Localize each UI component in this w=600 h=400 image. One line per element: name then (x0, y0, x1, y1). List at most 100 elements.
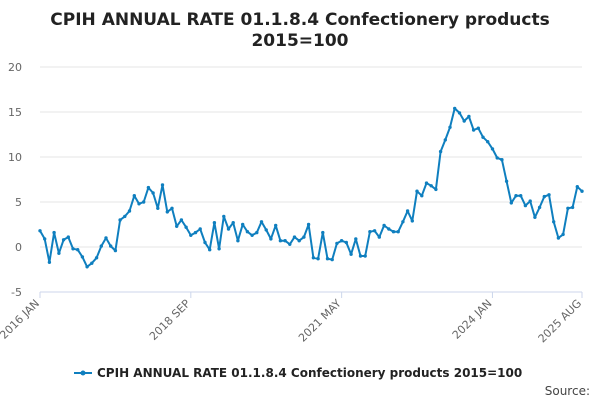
data-point[interactable] (47, 260, 52, 264)
data-point[interactable] (203, 240, 207, 245)
data-point[interactable] (533, 215, 537, 219)
data-point[interactable] (283, 239, 287, 243)
data-point[interactable] (226, 227, 231, 231)
data-point[interactable] (443, 138, 447, 142)
data-point[interactable] (52, 230, 56, 235)
data-point[interactable] (434, 187, 438, 192)
data-point[interactable] (570, 205, 575, 210)
data-point[interactable] (325, 257, 330, 261)
data-point[interactable] (146, 185, 151, 190)
data-point[interactable] (151, 191, 155, 195)
data-point[interactable] (137, 202, 141, 206)
data-point[interactable] (179, 218, 184, 222)
data-point[interactable] (420, 194, 424, 198)
data-point[interactable] (462, 119, 466, 123)
data-point[interactable] (170, 206, 174, 210)
data-point[interactable] (354, 237, 358, 241)
data-point[interactable] (306, 222, 311, 227)
data-point[interactable] (184, 225, 188, 229)
data-point[interactable] (481, 135, 485, 139)
data-point[interactable] (566, 206, 570, 210)
data-point[interactable] (160, 183, 165, 187)
data-point[interactable] (90, 261, 94, 265)
data-point[interactable] (415, 189, 419, 193)
data-point[interactable] (448, 125, 452, 129)
data-point[interactable] (217, 247, 221, 251)
data-point[interactable] (504, 179, 509, 183)
data-point[interactable] (476, 126, 480, 130)
data-point[interactable] (109, 244, 113, 248)
data-point[interactable] (292, 235, 297, 239)
data-point[interactable] (561, 232, 565, 237)
data-point[interactable] (132, 194, 136, 198)
data-point[interactable] (302, 235, 306, 239)
data-point[interactable] (250, 233, 254, 237)
data-point[interactable] (453, 106, 457, 111)
data-point[interactable] (311, 256, 316, 260)
data-point[interactable] (94, 256, 99, 260)
data-point[interactable] (71, 247, 75, 251)
data-point[interactable] (500, 158, 504, 162)
data-point[interactable] (99, 244, 104, 248)
data-point[interactable] (212, 221, 217, 225)
data-point[interactable] (377, 235, 381, 239)
data-point[interactable] (278, 239, 283, 243)
data-point[interactable] (438, 149, 443, 154)
data-point[interactable] (66, 235, 71, 239)
data-point[interactable] (330, 257, 334, 262)
data-point[interactable] (382, 223, 386, 228)
data-point[interactable] (363, 254, 367, 258)
data-point[interactable] (142, 200, 146, 204)
legend[interactable]: CPIH ANNUAL RATE 01.1.8.4 Confectionery … (74, 366, 522, 380)
data-point[interactable] (127, 209, 132, 213)
data-point[interactable] (335, 241, 339, 246)
data-point[interactable] (396, 230, 400, 234)
data-point[interactable] (410, 219, 414, 223)
data-point[interactable] (156, 206, 160, 210)
data-point[interactable] (189, 233, 193, 237)
data-point[interactable] (76, 248, 80, 252)
data-point[interactable] (61, 238, 66, 242)
data-point[interactable] (123, 214, 127, 219)
data-point[interactable] (344, 240, 348, 245)
data-point[interactable] (38, 229, 42, 233)
data-point[interactable] (547, 193, 551, 197)
data-point[interactable] (401, 220, 405, 224)
data-point[interactable] (57, 251, 61, 255)
data-point[interactable] (104, 236, 108, 240)
data-point[interactable] (165, 210, 169, 214)
data-point[interactable] (288, 242, 292, 246)
data-point[interactable] (471, 128, 476, 132)
data-point[interactable] (118, 218, 122, 222)
data-point[interactable] (264, 228, 268, 232)
data-point[interactable] (245, 230, 250, 234)
data-point[interactable] (537, 205, 542, 210)
data-point[interactable] (222, 214, 226, 219)
data-point[interactable] (368, 230, 372, 234)
data-point[interactable] (297, 239, 301, 243)
data-point[interactable] (316, 257, 320, 261)
data-point[interactable] (424, 181, 429, 185)
data-point[interactable] (198, 227, 202, 231)
data-point[interactable] (495, 156, 499, 160)
data-point[interactable] (405, 209, 410, 213)
data-point[interactable] (259, 220, 264, 224)
data-point[interactable] (556, 236, 561, 240)
data-point[interactable] (523, 203, 528, 208)
data-point[interactable] (269, 237, 273, 241)
data-point[interactable] (241, 222, 245, 227)
data-point[interactable] (519, 194, 523, 198)
data-point[interactable] (274, 223, 278, 228)
data-point[interactable] (372, 229, 377, 233)
data-point[interactable] (358, 254, 363, 258)
data-point[interactable] (514, 194, 518, 198)
data-point[interactable] (113, 248, 118, 253)
data-point[interactable] (231, 221, 235, 225)
data-point[interactable] (509, 201, 513, 205)
data-point[interactable] (339, 239, 344, 243)
data-point[interactable] (490, 147, 495, 151)
data-point[interactable] (580, 189, 584, 193)
data-point[interactable] (387, 227, 391, 231)
data-point[interactable] (321, 230, 325, 235)
data-point[interactable] (391, 230, 396, 234)
